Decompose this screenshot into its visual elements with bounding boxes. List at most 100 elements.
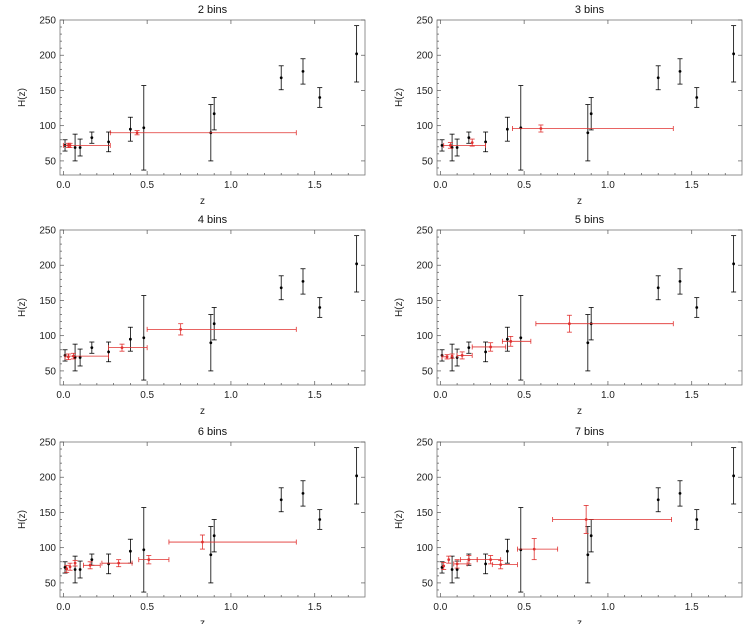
y-tick-label: 50 <box>422 156 434 167</box>
y-tick-label: 100 <box>416 331 433 342</box>
bin-point <box>68 565 72 569</box>
data-point <box>78 146 82 149</box>
panel-title: 2 bins <box>198 4 228 16</box>
data-point <box>732 52 736 56</box>
bin-point <box>442 564 446 568</box>
data-point <box>90 558 94 562</box>
data-point <box>301 280 305 283</box>
y-tick-label: 50 <box>422 578 434 589</box>
bin-point <box>447 558 451 562</box>
data-point <box>484 140 487 144</box>
bin-point <box>489 558 493 562</box>
x-tick-label: 1.5 <box>685 602 699 613</box>
data-point <box>355 474 359 478</box>
x-tick-label: 1.0 <box>224 180 238 191</box>
y-tick-label: 50 <box>45 156 57 167</box>
y-tick-label: 250 <box>39 16 56 27</box>
y-axis-title: H(z) <box>17 510 28 529</box>
data-point <box>678 280 682 283</box>
bin-point <box>467 558 471 562</box>
data-point <box>455 146 459 149</box>
data-point <box>678 70 682 73</box>
y-tick-label: 150 <box>39 296 56 307</box>
data-point <box>73 146 77 149</box>
y-tick-label: 100 <box>39 543 56 554</box>
x-tick-label: 0.0 <box>433 180 447 191</box>
data-point <box>467 346 471 350</box>
x-tick-label: 1.0 <box>224 390 238 401</box>
data-point <box>355 262 359 266</box>
y-axis-title: H(z) <box>17 88 28 107</box>
data-point <box>209 553 213 557</box>
data-point <box>318 306 322 309</box>
data-point <box>90 346 94 350</box>
x-tick-label: 0.0 <box>56 390 70 401</box>
data-point <box>589 534 593 538</box>
bin-point <box>539 127 543 130</box>
data-point <box>212 534 216 538</box>
y-tick-label: 150 <box>39 508 56 519</box>
data-point <box>90 136 94 140</box>
bin-point <box>201 540 204 544</box>
x-tick-label: 0.5 <box>140 390 154 401</box>
bin-point <box>445 355 449 359</box>
y-tick-label: 100 <box>416 543 433 554</box>
y-tick-label: 250 <box>416 226 433 237</box>
y-tick-label: 250 <box>416 438 433 449</box>
x-tick-label: 1.0 <box>224 602 238 613</box>
bin-point <box>135 131 139 135</box>
data-point <box>209 341 213 345</box>
data-point <box>78 356 82 359</box>
y-tick-label: 150 <box>416 86 433 97</box>
x-tick-label: 1.5 <box>308 390 322 401</box>
x-tick-label: 0.5 <box>140 180 154 191</box>
y-tick-label: 200 <box>39 473 56 484</box>
data-point <box>695 306 699 309</box>
x-tick-label: 0.5 <box>517 602 531 613</box>
bin-point <box>450 354 454 358</box>
y-tick-label: 250 <box>416 16 433 27</box>
data-point <box>128 549 132 553</box>
data-point <box>301 70 305 73</box>
x-axis-title: z <box>577 196 582 207</box>
x-axis-title: z <box>200 406 205 417</box>
data-point <box>450 568 454 571</box>
panel-title: 4 bins <box>198 214 228 226</box>
y-tick-label: 200 <box>416 473 433 484</box>
data-point <box>279 286 283 290</box>
data-point <box>656 286 660 290</box>
x-tick-label: 0.0 <box>433 602 447 613</box>
data-point <box>589 112 593 116</box>
x-tick-label: 1.5 <box>685 390 699 401</box>
data-point <box>695 518 699 521</box>
data-point <box>279 76 283 80</box>
data-point <box>484 562 487 566</box>
bin-point <box>460 354 464 357</box>
data-point <box>732 262 736 266</box>
data-point <box>128 127 132 131</box>
x-axis-title: z <box>200 618 205 624</box>
chart-panel: 6 bins 0.0 0.5 1.0 1.5 50 100 150 200 250 z H(z) <box>17 426 366 624</box>
bin-point <box>455 562 459 566</box>
data-point <box>107 350 110 354</box>
data-point <box>279 498 283 502</box>
y-tick-label: 50 <box>45 578 57 589</box>
bin-point <box>489 345 493 349</box>
bin-point <box>509 339 513 343</box>
y-tick-label: 200 <box>39 51 56 62</box>
data-point <box>455 568 459 571</box>
data-point <box>128 337 132 341</box>
bin-point <box>470 141 474 144</box>
chart-panel: 4 bins 0.0 0.5 1.0 1.5 50 100 150 200 250 z H(z) <box>17 214 366 417</box>
y-axis-title: H(z) <box>394 298 405 317</box>
bin-point <box>117 561 121 565</box>
data-point <box>732 474 736 478</box>
panel-title: 7 bins <box>575 426 605 438</box>
data-point <box>78 568 82 571</box>
y-tick-label: 200 <box>39 261 56 272</box>
panel-title: 6 bins <box>198 426 228 438</box>
data-point <box>301 492 305 495</box>
data-point <box>318 96 322 99</box>
bin-point <box>179 327 183 331</box>
data-point <box>467 136 471 140</box>
